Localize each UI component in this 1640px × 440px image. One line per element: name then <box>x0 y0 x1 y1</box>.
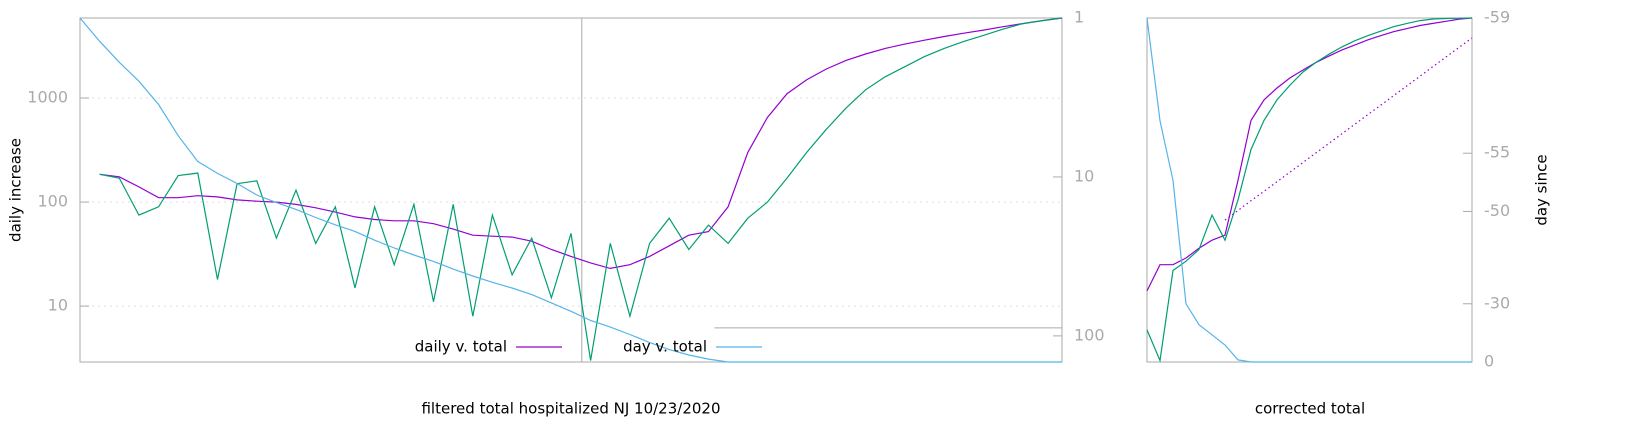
series-line <box>1224 37 1473 221</box>
y2-tick-label: -30 <box>1484 293 1510 312</box>
series-line <box>79 17 1062 363</box>
series-line <box>1146 17 1473 363</box>
y-tick-label: 10 <box>48 296 68 315</box>
y2-tick-label: 10 <box>1074 166 1094 185</box>
x-axis-label: filtered total hospitalized NJ 10/23/202… <box>421 400 720 418</box>
y2-axis-label: day since <box>1533 154 1551 225</box>
legend-label: daily v. total <box>415 338 507 356</box>
series-line <box>99 17 1063 270</box>
y2-tick-label: 0 <box>1484 352 1494 371</box>
series-line <box>1146 17 1472 363</box>
y2-tick-label: -55 <box>1484 143 1510 162</box>
y-tick-label: 1000 <box>27 88 68 107</box>
y2-tick-label: -50 <box>1484 201 1510 220</box>
y2-tick-label: 1 <box>1074 8 1084 27</box>
plot-frame <box>79 17 1063 363</box>
y-tick-label: 100 <box>37 192 68 211</box>
plot-frame <box>1146 17 1473 363</box>
series-line <box>1146 17 1473 292</box>
y-axis-label: daily increase <box>7 138 25 242</box>
y2-tick-label: -59 <box>1484 8 1510 27</box>
x-axis-label: corrected total <box>1255 400 1365 418</box>
legend-label: day v. total <box>623 338 707 356</box>
series-line <box>99 17 1063 361</box>
y2-tick-label: 100 <box>1074 325 1105 344</box>
